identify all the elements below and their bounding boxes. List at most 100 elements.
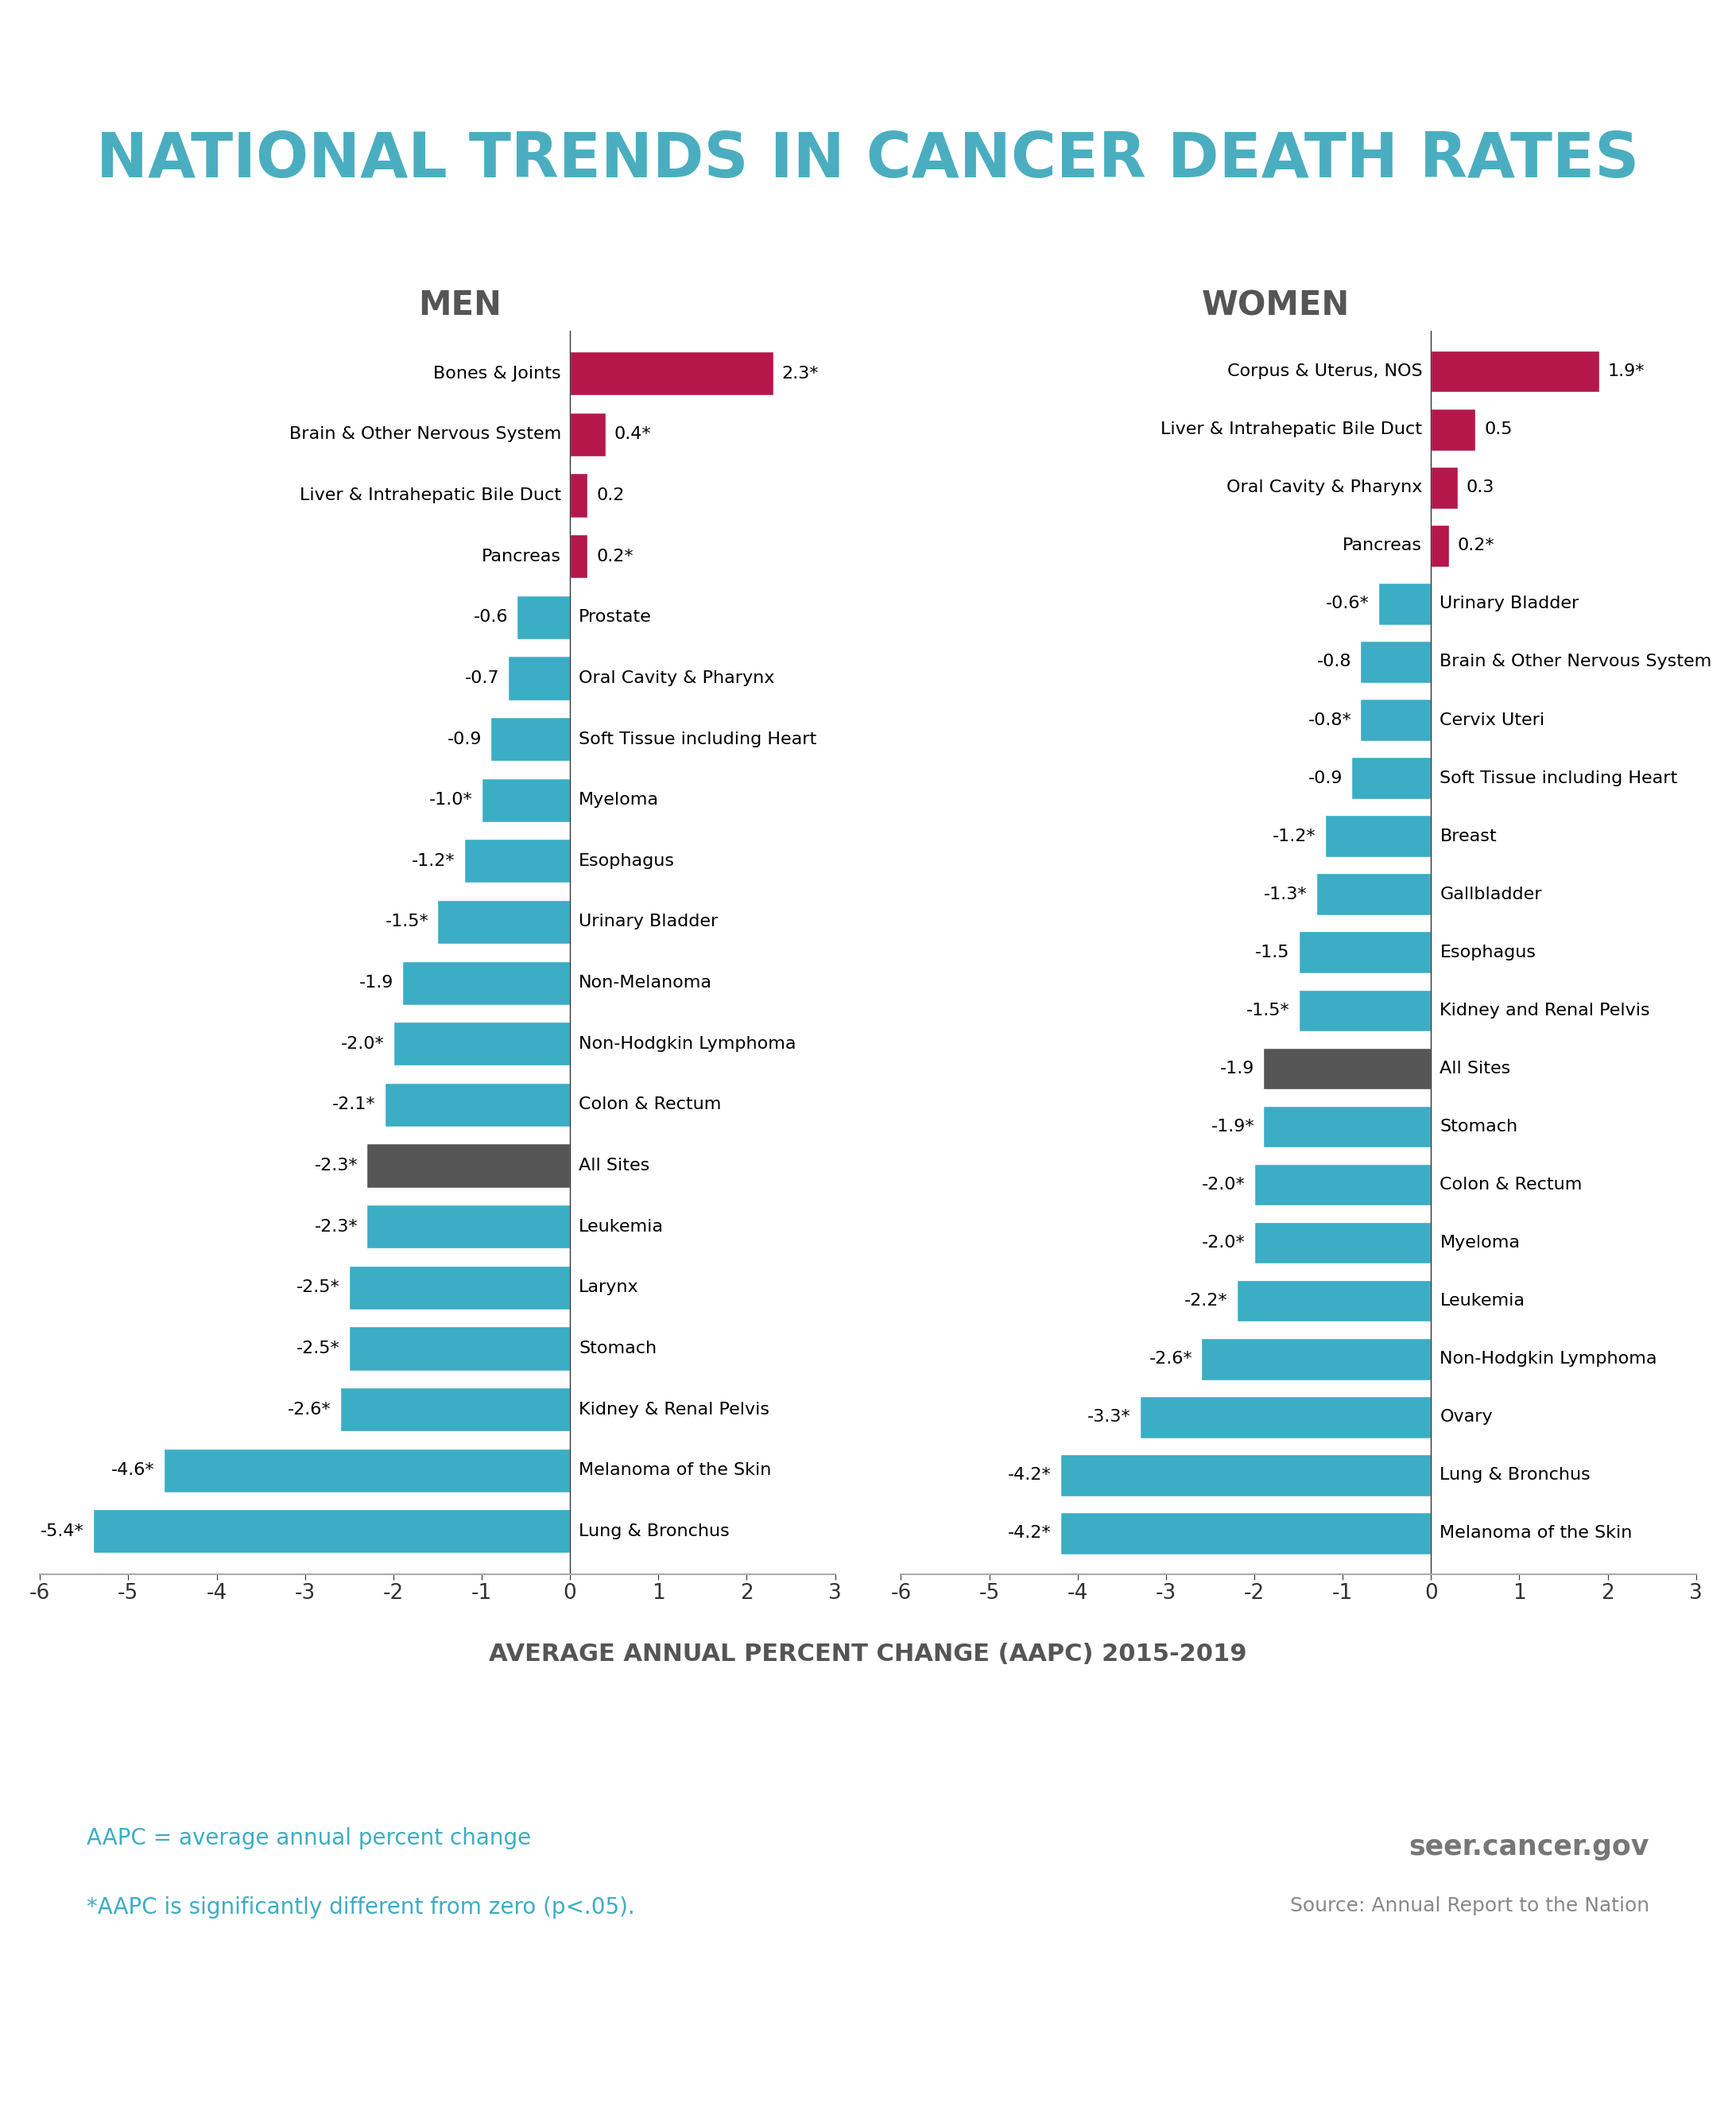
Bar	[349, 1266, 569, 1308]
Text: Source: Annual Report to the Nation: Source: Annual Report to the Nation	[1290, 1896, 1649, 1915]
Text: Liver & Intrahepatic Bile Duct: Liver & Intrahepatic Bile Duct	[300, 487, 561, 504]
Text: Kidney and Renal Pelvis: Kidney and Renal Pelvis	[1439, 1003, 1651, 1018]
Text: Stomach: Stomach	[578, 1340, 656, 1357]
Text: Myeloma: Myeloma	[578, 792, 660, 807]
Bar	[1430, 409, 1476, 451]
Text: 1.9*: 1.9*	[1608, 365, 1644, 379]
Text: WOMEN: WOMEN	[1201, 289, 1351, 322]
Text: Liver & Intrahepatic Bile Duct: Liver & Intrahepatic Bile Duct	[1161, 421, 1422, 438]
Text: -2.6*: -2.6*	[288, 1401, 332, 1418]
Text: AAPC = average annual percent change: AAPC = average annual percent change	[87, 1827, 531, 1850]
Bar	[384, 1083, 569, 1127]
Text: Breast: Breast	[1439, 828, 1496, 845]
Text: -0.9: -0.9	[1309, 771, 1342, 786]
Text: -1.5*: -1.5*	[1246, 1003, 1290, 1018]
Text: -0.9: -0.9	[448, 731, 481, 748]
Text: -4.2*: -4.2*	[1007, 1466, 1052, 1483]
Text: Leukemia: Leukemia	[1439, 1294, 1524, 1308]
Text: 2.3*: 2.3*	[781, 365, 819, 381]
Text: Melanoma of the Skin: Melanoma of the Skin	[1439, 1525, 1632, 1540]
Bar	[1299, 931, 1430, 973]
Text: MEN: MEN	[418, 289, 502, 322]
Bar	[349, 1327, 569, 1370]
Text: Urinary Bladder: Urinary Bladder	[578, 914, 719, 929]
Bar	[1430, 468, 1458, 508]
Bar	[1255, 1163, 1430, 1205]
Bar	[1299, 990, 1430, 1030]
Text: Oral Cavity & Pharynx: Oral Cavity & Pharynx	[1226, 480, 1422, 495]
Text: Ovary: Ovary	[1439, 1410, 1493, 1424]
Text: Leukemia: Leukemia	[578, 1218, 663, 1235]
Text: Urinary Bladder: Urinary Bladder	[1439, 596, 1580, 611]
Text: Myeloma: Myeloma	[1439, 1235, 1521, 1252]
Bar	[340, 1389, 569, 1431]
Text: Lung & Bronchus: Lung & Bronchus	[1439, 1466, 1590, 1483]
Bar	[1325, 815, 1430, 858]
Text: 0.2: 0.2	[597, 487, 625, 504]
Text: -1.9: -1.9	[1220, 1060, 1255, 1077]
Bar	[1061, 1513, 1430, 1555]
Text: All Sites: All Sites	[578, 1157, 649, 1174]
Bar	[481, 777, 569, 822]
Bar	[1316, 874, 1430, 914]
Text: Cervix Uteri: Cervix Uteri	[1439, 712, 1545, 727]
Bar	[1236, 1279, 1430, 1321]
Text: -0.8: -0.8	[1318, 653, 1352, 670]
Bar	[569, 474, 589, 518]
Text: -0.8*: -0.8*	[1307, 712, 1352, 727]
Bar	[569, 352, 773, 396]
Bar	[1201, 1338, 1430, 1380]
Text: -2.1*: -2.1*	[332, 1098, 375, 1112]
Text: -1.2*: -1.2*	[1272, 828, 1316, 845]
Text: -3.3*: -3.3*	[1087, 1410, 1130, 1424]
Bar	[1264, 1106, 1430, 1148]
Text: -1.0*: -1.0*	[429, 792, 472, 807]
Bar	[1430, 350, 1599, 392]
Text: -0.6: -0.6	[474, 609, 509, 626]
Text: -2.0*: -2.0*	[340, 1037, 384, 1051]
Bar	[509, 655, 569, 700]
Text: 0.3: 0.3	[1467, 480, 1495, 495]
Text: Non-Hodgkin Lymphoma: Non-Hodgkin Lymphoma	[1439, 1351, 1658, 1367]
Bar	[163, 1448, 569, 1492]
Text: 0.2*: 0.2*	[1458, 537, 1495, 554]
Text: Non-Melanoma: Non-Melanoma	[578, 976, 712, 990]
Bar	[94, 1509, 569, 1553]
Bar	[517, 596, 569, 638]
Text: Bones & Joints: Bones & Joints	[434, 365, 561, 381]
Bar	[437, 900, 569, 944]
Text: Brain & Other Nervous System: Brain & Other Nervous System	[290, 426, 561, 442]
Text: -5.4*: -5.4*	[40, 1523, 83, 1540]
Text: 0.2*: 0.2*	[597, 548, 634, 565]
Text: -2.2*: -2.2*	[1184, 1294, 1227, 1308]
Text: -2.3*: -2.3*	[314, 1157, 358, 1174]
Text: Esophagus: Esophagus	[578, 853, 675, 868]
Bar	[366, 1144, 569, 1188]
Bar	[1255, 1222, 1430, 1264]
Text: -4.2*: -4.2*	[1007, 1525, 1052, 1540]
Bar	[1378, 584, 1430, 626]
Bar	[569, 413, 606, 457]
Text: Esophagus: Esophagus	[1439, 944, 1536, 961]
Text: Melanoma of the Skin: Melanoma of the Skin	[578, 1462, 771, 1479]
Text: -1.3*: -1.3*	[1264, 887, 1307, 902]
Text: -2.3*: -2.3*	[314, 1218, 358, 1235]
Bar	[491, 716, 569, 761]
Text: -0.7: -0.7	[465, 670, 500, 687]
Bar	[1061, 1454, 1430, 1496]
Text: Pancreas: Pancreas	[481, 548, 561, 565]
Text: -2.0*: -2.0*	[1201, 1235, 1245, 1252]
Bar	[1352, 756, 1430, 799]
Bar	[394, 1022, 569, 1066]
Text: Colon & Rectum: Colon & Rectum	[1439, 1178, 1583, 1193]
Text: seer.cancer.gov: seer.cancer.gov	[1410, 1833, 1649, 1860]
Text: -2.0*: -2.0*	[1201, 1178, 1245, 1193]
Text: NATIONAL TRENDS IN CANCER DEATH RATES: NATIONAL TRENDS IN CANCER DEATH RATES	[97, 131, 1639, 190]
Text: -4.6*: -4.6*	[111, 1462, 155, 1479]
Text: -1.9: -1.9	[359, 976, 394, 990]
Text: -2.5*: -2.5*	[297, 1279, 340, 1296]
Text: -0.6*: -0.6*	[1326, 596, 1370, 611]
Bar	[1139, 1397, 1430, 1437]
Text: Oral Cavity & Pharynx: Oral Cavity & Pharynx	[578, 670, 774, 687]
Bar	[464, 839, 569, 883]
